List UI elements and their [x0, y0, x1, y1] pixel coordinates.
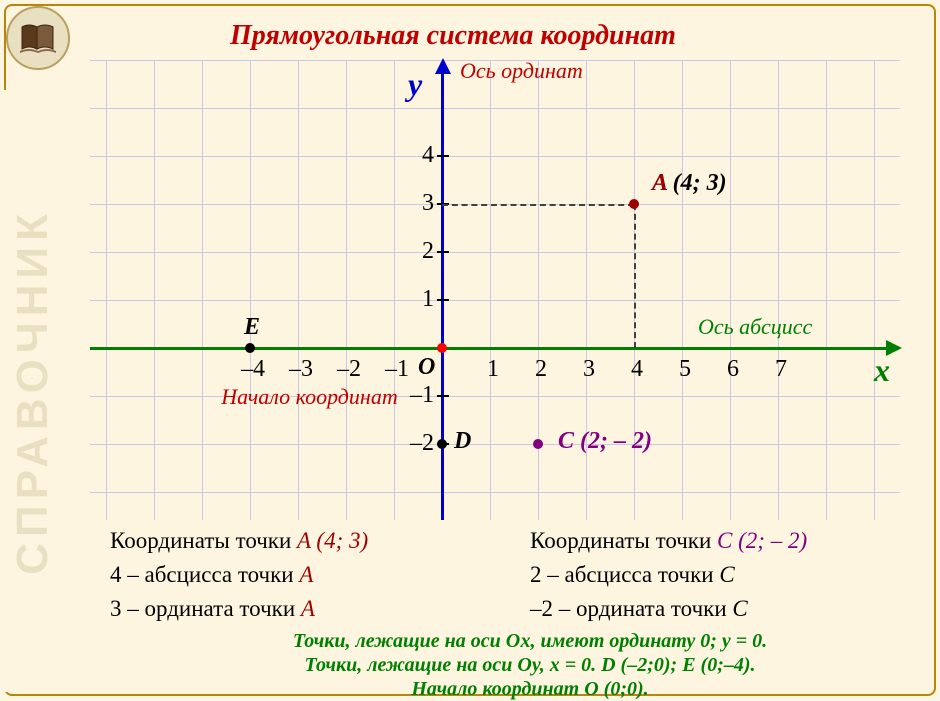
x-tick-label: –4 — [238, 356, 268, 383]
grid-v-line — [202, 60, 203, 520]
y-tick-mark — [437, 299, 449, 301]
origin-point — [437, 343, 447, 353]
side-title-text: СПРАВОЧНИК — [8, 208, 58, 575]
y-axis-arrow-icon — [435, 58, 451, 74]
grid-v-line — [394, 60, 395, 520]
grid-v-line — [826, 60, 827, 520]
note-2: Точки, лежащие на оси Оу, x = 0. D (–2;0… — [180, 654, 880, 677]
x-tick-label: 5 — [670, 356, 700, 383]
y-axis-name: Ось ординат — [460, 58, 583, 84]
point-C — [533, 439, 543, 449]
dashed-v — [634, 204, 636, 348]
label-E: E — [244, 314, 260, 341]
y-tick-label: –1 — [404, 382, 434, 409]
x-tick-label: 1 — [478, 356, 508, 383]
grid-v-line — [154, 60, 155, 520]
x-tick-label: 7 — [766, 356, 796, 383]
x-tick-label: 6 — [718, 356, 748, 383]
grid-v-line — [778, 60, 779, 520]
origin-label: Начало координат — [221, 384, 398, 410]
desc-right-2: 2 – абсцисса точки C — [530, 562, 940, 588]
y-tick-mark — [437, 251, 449, 253]
y-axis-label: y — [408, 66, 422, 103]
books-icon — [6, 6, 70, 70]
y-tick-label: 2 — [404, 238, 434, 265]
x-axis-label: x — [874, 352, 890, 389]
dashed-h — [442, 204, 634, 206]
label-A-letter: A — [652, 170, 668, 197]
y-tick-label: 3 — [404, 190, 434, 217]
main-title: Прямоугольная система координат — [230, 20, 676, 52]
grid-v-line — [490, 60, 491, 520]
x-tick-label: –3 — [286, 356, 316, 383]
grid-v-line — [682, 60, 683, 520]
side-title: СПРАВОЧНИК — [0, 90, 68, 692]
x-tick-label: –2 — [334, 356, 364, 383]
grid-v-line — [730, 60, 731, 520]
grid-v-line — [538, 60, 539, 520]
point-A — [629, 199, 639, 209]
note-3: Начало координат O (0;0). — [180, 678, 880, 701]
grid-v-line — [346, 60, 347, 520]
x-axis — [90, 347, 888, 350]
y-tick-label: 1 — [404, 286, 434, 313]
point-D — [437, 439, 447, 449]
x-axis-name: Ось абсцисс — [698, 314, 812, 340]
grid-v-line — [298, 60, 299, 520]
point-E — [245, 343, 255, 353]
label-C: C (2; – 2) — [558, 428, 652, 455]
y-tick-label: 4 — [404, 142, 434, 169]
note-1: Точки, лежащие на оси Ох, имеют ординату… — [180, 630, 880, 653]
x-tick-label: 2 — [526, 356, 556, 383]
desc-right-3: –2 – ордината точки C — [530, 596, 940, 622]
x-tick-label: 3 — [574, 356, 604, 383]
x-tick-label: 4 — [622, 356, 652, 383]
y-tick-mark — [437, 395, 449, 397]
label-D: D — [454, 428, 471, 455]
y-tick-mark — [437, 155, 449, 157]
grid-v-line — [106, 60, 107, 520]
grid-v-line — [874, 60, 875, 520]
y-tick-label: –2 — [404, 430, 434, 457]
grid-v-line — [250, 60, 251, 520]
x-tick-label: –1 — [382, 356, 412, 383]
y-axis — [441, 72, 444, 520]
desc-right-1: Координаты точки C (2; – 2) — [530, 528, 940, 554]
coordinate-chart: –4–3–2–11234567–2–11234yxОсь ординатОсь … — [90, 60, 900, 520]
origin-letter: O — [418, 354, 435, 381]
